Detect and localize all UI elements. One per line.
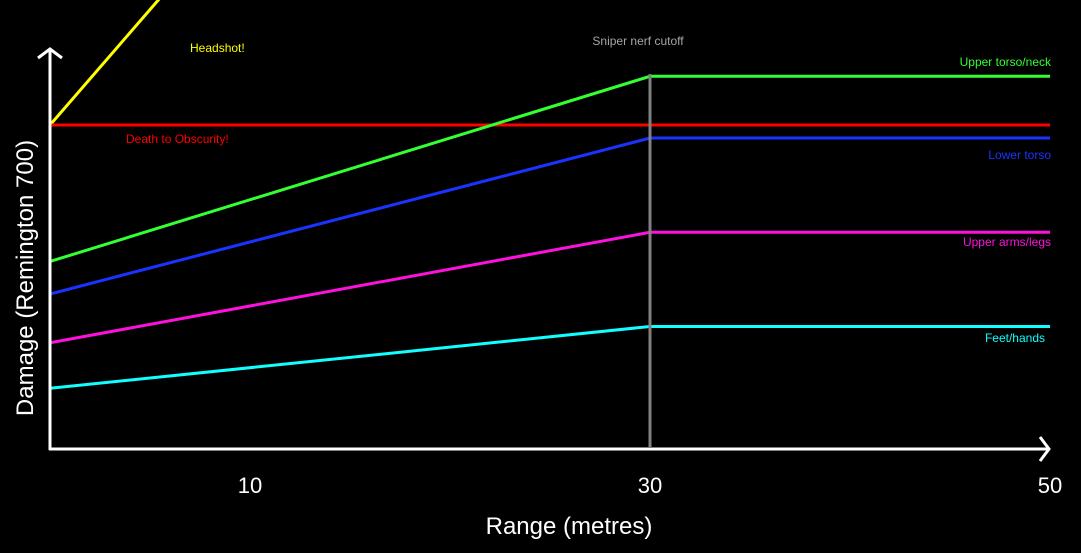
series-line-feet-hands xyxy=(50,325,1050,390)
x-axis-arrowhead xyxy=(1038,436,1051,462)
series-label-upper-torso-neck: Upper torso/neck xyxy=(960,55,1052,69)
x-tick-label-10: 10 xyxy=(238,473,262,498)
y-axis-title: Damage (Remington 700) xyxy=(12,140,39,416)
cutoff-label: Sniper nerf cutoff xyxy=(592,34,684,48)
series-label-lower-torso: Lower torso xyxy=(988,148,1051,162)
y-axis-arrowhead xyxy=(37,47,63,60)
series-label-headshot: Headshot! xyxy=(190,41,245,55)
x-tick-labels: 10 30 50 xyxy=(238,473,1062,498)
series-label-death-to-obscurity: Death to Obscurity! xyxy=(126,132,229,146)
series-line-headshot xyxy=(50,0,161,126)
x-tick-label-30: 30 xyxy=(638,473,662,498)
series-label-feet-hands: Feet/hands xyxy=(985,331,1045,345)
series-layer xyxy=(50,0,1050,390)
x-tick-label-50: 50 xyxy=(1038,473,1062,498)
axes xyxy=(37,47,1051,462)
series-label-upper-arms-legs: Upper arms/legs xyxy=(963,235,1051,249)
series-labels: Headshot! Death to Obscurity! Upper torso/… xyxy=(126,41,1052,345)
x-axis-title: Range (metres) xyxy=(486,513,653,540)
cutoff-layer: Sniper nerf cutoff xyxy=(592,34,684,448)
